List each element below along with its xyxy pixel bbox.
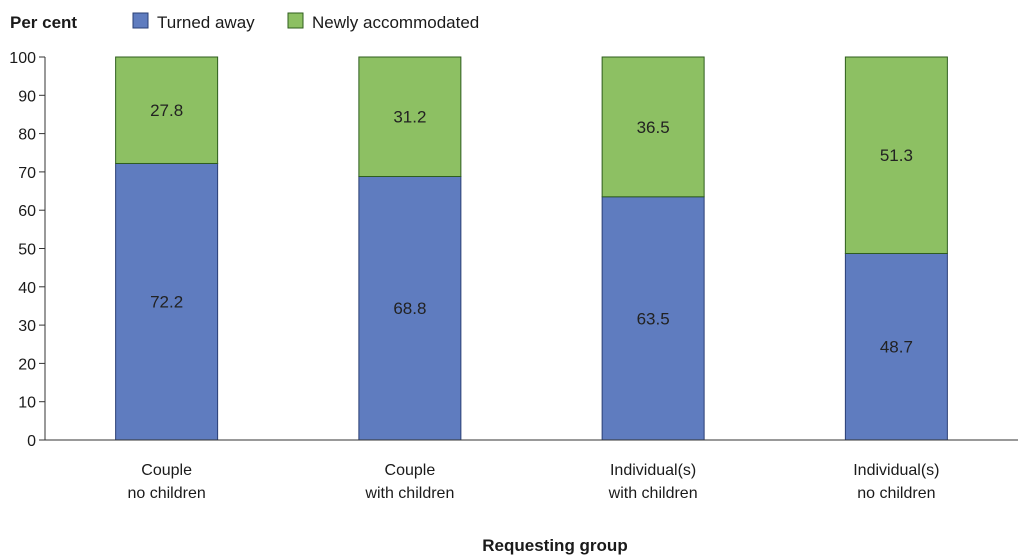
legend-item-newly-accommodated: Newly accommodated: [287, 12, 479, 32]
bar-turned-away-2: [358, 175, 462, 441]
legend-label-turned-away: Turned away: [157, 13, 255, 32]
category-label-line: no children: [857, 485, 935, 502]
bars: 72.2 27.8 68.8 31.2 63.5 36.5 48.7 51.3: [115, 56, 948, 441]
data-label-turned-away-2: 68.8: [393, 299, 426, 318]
legend-label-newly-accommodated: Newly accommodated: [312, 13, 479, 32]
y-tick-label: 100: [9, 50, 36, 67]
legend-swatch-newly-accommodated: [287, 12, 304, 29]
y-tick-label: 20: [18, 356, 36, 373]
category-label-line: with children: [608, 485, 698, 502]
data-label-newly-accommodated-3: 36.5: [637, 118, 670, 137]
category-label: Individual(s) no children: [853, 462, 939, 502]
category-label-line: with children: [364, 485, 454, 502]
data-label-newly-accommodated-4: 51.3: [880, 146, 913, 165]
legend-item-turned-away: Turned away: [132, 12, 255, 32]
bar-turned-away-4: [844, 252, 948, 441]
category-label-line: Couple: [385, 462, 436, 479]
data-label-turned-away-3: 63.5: [637, 309, 670, 328]
bar-newly-accommodated-4: [844, 56, 948, 254]
data-label-newly-accommodated-2: 31.2: [393, 108, 426, 127]
y-axis-ticks: 0 10 20 30 40 50 60 70 80 90 100: [9, 50, 45, 450]
bar-turned-away-1: [115, 162, 219, 441]
category-label: Couple with children: [364, 462, 454, 502]
category-label-line: no children: [127, 485, 205, 502]
x-axis-title: Requesting group: [482, 536, 627, 555]
data-label-turned-away-4: 48.7: [880, 338, 913, 357]
bar-newly-accommodated-2: [358, 56, 462, 177]
axes: [44, 57, 1018, 441]
category-label-line: Couple: [141, 462, 192, 479]
data-label-newly-accommodated-1: 27.8: [150, 101, 183, 120]
legend-swatch-turned-away: [132, 12, 149, 29]
bar-turned-away-3: [601, 196, 705, 441]
y-tick-label: 90: [18, 88, 36, 105]
y-tick-label: 70: [18, 165, 36, 182]
y-tick-label: 30: [18, 318, 36, 335]
y-axis-title: Per cent: [10, 13, 77, 32]
category-label-line: Individual(s): [610, 462, 696, 479]
bar-newly-accommodated-3: [601, 56, 705, 198]
y-tick-label: 50: [18, 242, 36, 259]
legend: Turned away Newly accommodated: [132, 12, 479, 32]
category-label: Individual(s) with children: [608, 462, 698, 502]
bar-newly-accommodated-1: [115, 56, 219, 164]
y-tick-label: 40: [18, 280, 36, 297]
y-tick-label: 80: [18, 127, 36, 144]
data-label-turned-away-1: 72.2: [150, 293, 183, 312]
category-label-line: Individual(s): [853, 462, 939, 479]
y-tick-label: 60: [18, 203, 36, 220]
y-tick-label: 10: [18, 395, 36, 412]
y-tick-label: 0: [27, 433, 36, 450]
category-label: Couple no children: [127, 462, 205, 502]
